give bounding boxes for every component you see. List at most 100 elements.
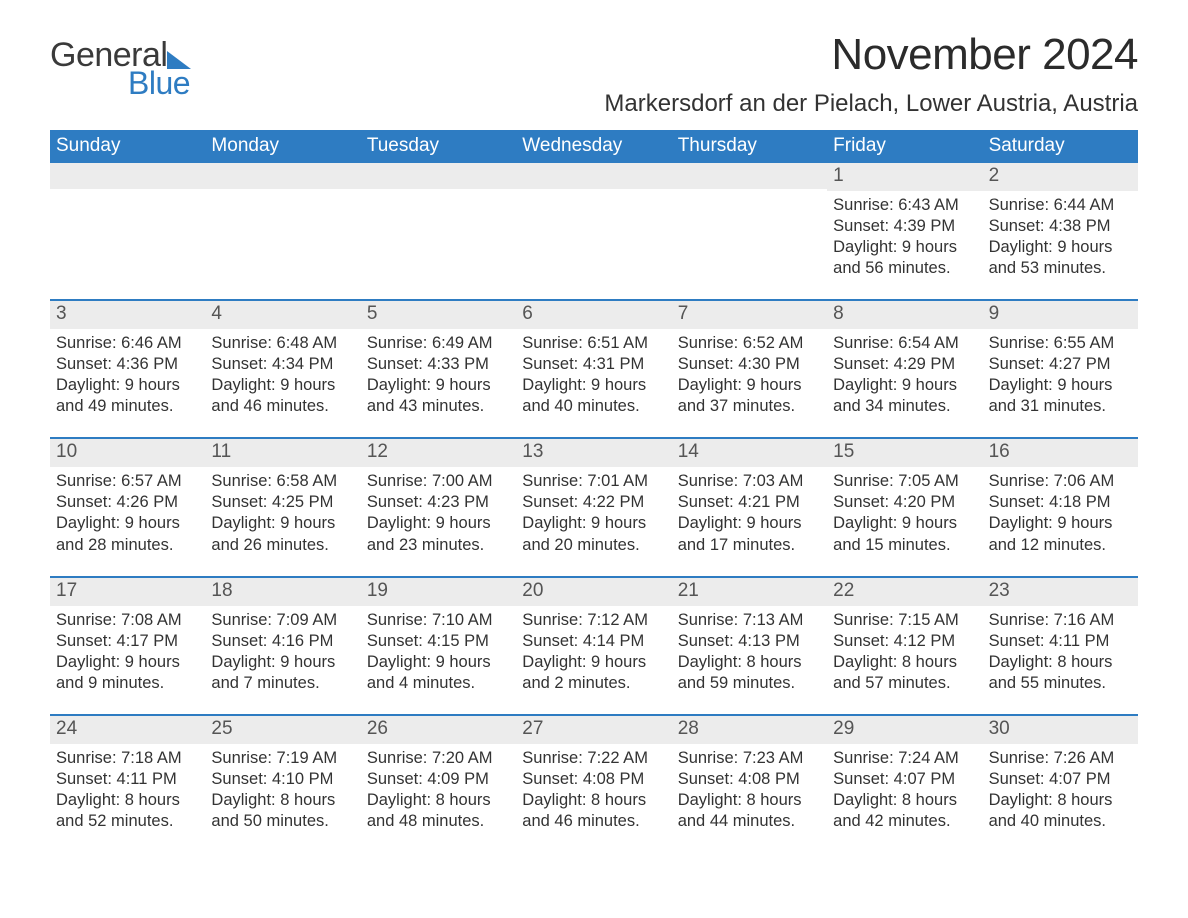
day-body: Sunrise: 7:05 AMSunset: 4:20 PMDaylight:…	[827, 467, 982, 555]
daylight-text-line2: and 44 minutes.	[678, 811, 821, 832]
day-body: Sunrise: 7:26 AMSunset: 4:07 PMDaylight:…	[983, 744, 1138, 832]
sunrise-text: Sunrise: 6:44 AM	[989, 195, 1132, 216]
sunrise-text: Sunrise: 7:24 AM	[833, 748, 976, 769]
daylight-text-line2: and 46 minutes.	[522, 811, 665, 832]
daylight-text-line2: and 26 minutes.	[211, 535, 354, 556]
day-body: Sunrise: 6:54 AMSunset: 4:29 PMDaylight:…	[827, 329, 982, 417]
day-body: Sunrise: 6:55 AMSunset: 4:27 PMDaylight:…	[983, 329, 1138, 417]
daylight-text-line1: Daylight: 9 hours	[678, 513, 821, 534]
sunset-text: Sunset: 4:29 PM	[833, 354, 976, 375]
dow-wednesday: Wednesday	[516, 130, 671, 163]
day-cell: 10Sunrise: 6:57 AMSunset: 4:26 PMDayligh…	[50, 439, 205, 555]
sunset-text: Sunset: 4:34 PM	[211, 354, 354, 375]
daylight-text-line1: Daylight: 9 hours	[211, 513, 354, 534]
day-number: 15	[827, 439, 982, 467]
day-number	[516, 163, 671, 189]
daylight-text-line1: Daylight: 8 hours	[833, 790, 976, 811]
sunrise-text: Sunrise: 7:10 AM	[367, 610, 510, 631]
daylight-text-line1: Daylight: 9 hours	[989, 513, 1132, 534]
sunset-text: Sunset: 4:36 PM	[56, 354, 199, 375]
day-number: 8	[827, 301, 982, 329]
daylight-text-line1: Daylight: 8 hours	[989, 652, 1132, 673]
day-cell: 14Sunrise: 7:03 AMSunset: 4:21 PMDayligh…	[672, 439, 827, 555]
daylight-text-line2: and 37 minutes.	[678, 396, 821, 417]
day-body: Sunrise: 7:16 AMSunset: 4:11 PMDaylight:…	[983, 606, 1138, 694]
sunrise-text: Sunrise: 7:03 AM	[678, 471, 821, 492]
daylight-text-line2: and 2 minutes.	[522, 673, 665, 694]
daylight-text-line1: Daylight: 9 hours	[367, 375, 510, 396]
sunset-text: Sunset: 4:12 PM	[833, 631, 976, 652]
daylight-text-line1: Daylight: 9 hours	[833, 237, 976, 258]
sunset-text: Sunset: 4:13 PM	[678, 631, 821, 652]
day-body: Sunrise: 7:15 AMSunset: 4:12 PMDaylight:…	[827, 606, 982, 694]
day-number: 25	[205, 716, 360, 744]
sunrise-text: Sunrise: 7:00 AM	[367, 471, 510, 492]
sunset-text: Sunset: 4:39 PM	[833, 216, 976, 237]
day-number: 13	[516, 439, 671, 467]
day-number: 7	[672, 301, 827, 329]
daylight-text-line2: and 31 minutes.	[989, 396, 1132, 417]
sunset-text: Sunset: 4:25 PM	[211, 492, 354, 513]
daylight-text-line1: Daylight: 8 hours	[211, 790, 354, 811]
daylight-text-line2: and 55 minutes.	[989, 673, 1132, 694]
sunset-text: Sunset: 4:20 PM	[833, 492, 976, 513]
day-number: 26	[361, 716, 516, 744]
daylight-text-line2: and 46 minutes.	[211, 396, 354, 417]
day-body: Sunrise: 7:03 AMSunset: 4:21 PMDaylight:…	[672, 467, 827, 555]
day-cell: 24Sunrise: 7:18 AMSunset: 4:11 PMDayligh…	[50, 716, 205, 832]
sunset-text: Sunset: 4:14 PM	[522, 631, 665, 652]
day-number: 19	[361, 578, 516, 606]
dow-tuesday: Tuesday	[361, 130, 516, 163]
daylight-text-line1: Daylight: 9 hours	[522, 375, 665, 396]
day-cell: 9Sunrise: 6:55 AMSunset: 4:27 PMDaylight…	[983, 301, 1138, 417]
daylight-text-line2: and 34 minutes.	[833, 396, 976, 417]
week-row: 10Sunrise: 6:57 AMSunset: 4:26 PMDayligh…	[50, 437, 1138, 555]
sunset-text: Sunset: 4:07 PM	[989, 769, 1132, 790]
sunrise-text: Sunrise: 7:19 AM	[211, 748, 354, 769]
daylight-text-line2: and 15 minutes.	[833, 535, 976, 556]
day-cell: 3Sunrise: 6:46 AMSunset: 4:36 PMDaylight…	[50, 301, 205, 417]
day-cell: 27Sunrise: 7:22 AMSunset: 4:08 PMDayligh…	[516, 716, 671, 832]
daylight-text-line2: and 43 minutes.	[367, 396, 510, 417]
day-number: 1	[827, 163, 982, 191]
page-header: General Blue November 2024 Markersdorf a…	[50, 30, 1138, 118]
daylight-text-line2: and 57 minutes.	[833, 673, 976, 694]
daylight-text-line1: Daylight: 8 hours	[678, 790, 821, 811]
daylight-text-line2: and 42 minutes.	[833, 811, 976, 832]
day-cell: 16Sunrise: 7:06 AMSunset: 4:18 PMDayligh…	[983, 439, 1138, 555]
weeks-container: 1Sunrise: 6:43 AMSunset: 4:39 PMDaylight…	[50, 163, 1138, 832]
daylight-text-line2: and 40 minutes.	[522, 396, 665, 417]
dow-saturday: Saturday	[983, 130, 1138, 163]
daylight-text-line2: and 48 minutes.	[367, 811, 510, 832]
day-body: Sunrise: 7:23 AMSunset: 4:08 PMDaylight:…	[672, 744, 827, 832]
sunrise-text: Sunrise: 6:55 AM	[989, 333, 1132, 354]
day-body: Sunrise: 7:22 AMSunset: 4:08 PMDaylight:…	[516, 744, 671, 832]
sunset-text: Sunset: 4:11 PM	[989, 631, 1132, 652]
sunrise-text: Sunrise: 7:09 AM	[211, 610, 354, 631]
day-number	[205, 163, 360, 189]
day-body: Sunrise: 6:57 AMSunset: 4:26 PMDaylight:…	[50, 467, 205, 555]
sunrise-text: Sunrise: 6:57 AM	[56, 471, 199, 492]
sunrise-text: Sunrise: 6:52 AM	[678, 333, 821, 354]
day-number: 11	[205, 439, 360, 467]
daylight-text-line2: and 49 minutes.	[56, 396, 199, 417]
sunrise-text: Sunrise: 7:22 AM	[522, 748, 665, 769]
day-body: Sunrise: 7:20 AMSunset: 4:09 PMDaylight:…	[361, 744, 516, 832]
day-cell: 12Sunrise: 7:00 AMSunset: 4:23 PMDayligh…	[361, 439, 516, 555]
brand-word-blue: Blue	[128, 65, 190, 102]
dow-friday: Friday	[827, 130, 982, 163]
sunset-text: Sunset: 4:09 PM	[367, 769, 510, 790]
day-number	[50, 163, 205, 189]
daylight-text-line1: Daylight: 9 hours	[989, 237, 1132, 258]
day-number: 28	[672, 716, 827, 744]
day-body: Sunrise: 6:51 AMSunset: 4:31 PMDaylight:…	[516, 329, 671, 417]
day-number: 20	[516, 578, 671, 606]
daylight-text-line1: Daylight: 9 hours	[211, 652, 354, 673]
daylight-text-line1: Daylight: 8 hours	[989, 790, 1132, 811]
day-cell	[516, 163, 671, 279]
day-body: Sunrise: 6:52 AMSunset: 4:30 PMDaylight:…	[672, 329, 827, 417]
daylight-text-line1: Daylight: 9 hours	[56, 375, 199, 396]
sunrise-text: Sunrise: 7:18 AM	[56, 748, 199, 769]
daylight-text-line1: Daylight: 9 hours	[367, 652, 510, 673]
dow-sunday: Sunday	[50, 130, 205, 163]
